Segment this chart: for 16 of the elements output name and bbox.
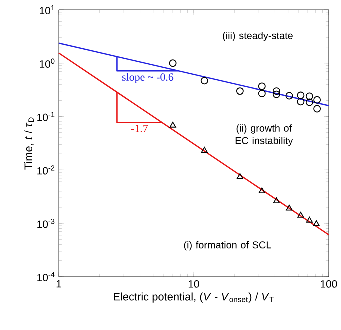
x-tick-label: 1 bbox=[56, 280, 62, 288]
y-tick-label: 10$^{-2}$ bbox=[38, 166, 55, 175]
x-axis-title: Electric potential, (V - V$_{onset}$) / V$_{T}$ bbox=[114, 292, 274, 303]
y-tick-label: 10$^{1}$ bbox=[40, 5, 55, 15]
y-axis-title: Time, t / τ$_{D}$ bbox=[24, 118, 34, 170]
y-tick-label: 10$^{-3}$ bbox=[38, 219, 55, 228]
y-tick-label: 10$^{-4}$ bbox=[38, 272, 55, 282]
annotation: -1.7 bbox=[131, 125, 148, 132]
y-tick-label: 10$^{-1}$ bbox=[38, 112, 55, 122]
y-tick-label: 10$^{0}$ bbox=[40, 58, 55, 68]
annotation: (ii) growth of EC instability bbox=[236, 124, 294, 146]
x-tick-label: 100 bbox=[321, 280, 338, 288]
annotation: (i) formation of SCL bbox=[184, 241, 272, 251]
x-tick-label: 10 bbox=[188, 280, 200, 288]
annotation: (iii) steady-state bbox=[223, 32, 293, 42]
annotation: slope ~ -0.6 bbox=[122, 73, 174, 84]
